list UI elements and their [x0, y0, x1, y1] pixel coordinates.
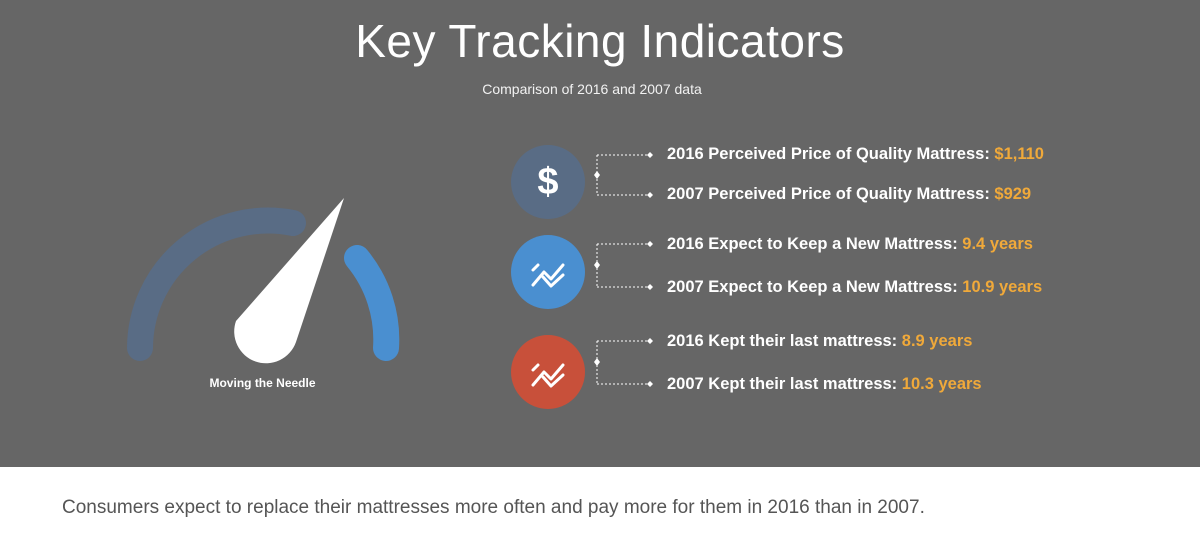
- trend-icon-circle-blue: [511, 235, 585, 309]
- trend-icon-circle-red: [511, 335, 585, 409]
- gauge-graphic: [127, 198, 400, 364]
- indicator-label: 2016 Expect to Keep a New Mattress:: [667, 235, 963, 253]
- indicator-label: 2007 Perceived Price of Quality Mattress…: [667, 185, 995, 203]
- connector-lines: [594, 152, 653, 387]
- trend-chart-icon: [531, 263, 565, 288]
- gauge-arc-accent: [344, 245, 400, 361]
- gauge-needle: [234, 198, 344, 364]
- indicator-row: 2007 Expect to Keep a New Mattress: 10.9…: [667, 278, 1042, 297]
- dollar-icon-circle: $: [511, 145, 585, 219]
- indicator-label: 2016 Perceived Price of Quality Mattress…: [667, 145, 995, 163]
- footer-caption: Consumers expect to replace their mattre…: [62, 497, 925, 518]
- indicator-row: 2016 Kept their last mattress: 8.9 years: [667, 332, 972, 351]
- indicator-value: 10.3 years: [901, 375, 982, 393]
- indicator-row: 2016 Expect to Keep a New Mattress: 9.4 …: [667, 235, 1033, 254]
- gauge-arc-main: [127, 207, 306, 361]
- indicator-value: 10.9 years: [962, 278, 1043, 296]
- indicator-value: 8.9 years: [901, 332, 973, 350]
- indicator-value: $929: [994, 185, 1032, 203]
- indicator-value: 9.4 years: [962, 235, 1033, 253]
- page-subtitle: Comparison of 2016 and 2007 data: [482, 81, 702, 97]
- indicator-label: 2016 Kept their last mattress:: [667, 332, 902, 350]
- indicator-value: $1,110: [994, 145, 1044, 163]
- dollar-icon: $: [537, 161, 559, 203]
- indicator-row: 2007 Kept their last mattress: 10.3 year…: [667, 375, 982, 394]
- indicator-row: 2016 Perceived Price of Quality Mattress…: [667, 145, 1044, 164]
- indicator-label: 2007 Expect to Keep a New Mattress:: [667, 278, 963, 296]
- indicator-label: 2007 Kept their last mattress:: [667, 375, 902, 393]
- trend-chart-icon: [531, 363, 565, 388]
- page-title: Key Tracking Indicators: [355, 15, 845, 67]
- indicator-row: 2007 Perceived Price of Quality Mattress…: [667, 185, 1031, 204]
- gauge-label: Moving the Needle: [209, 376, 316, 390]
